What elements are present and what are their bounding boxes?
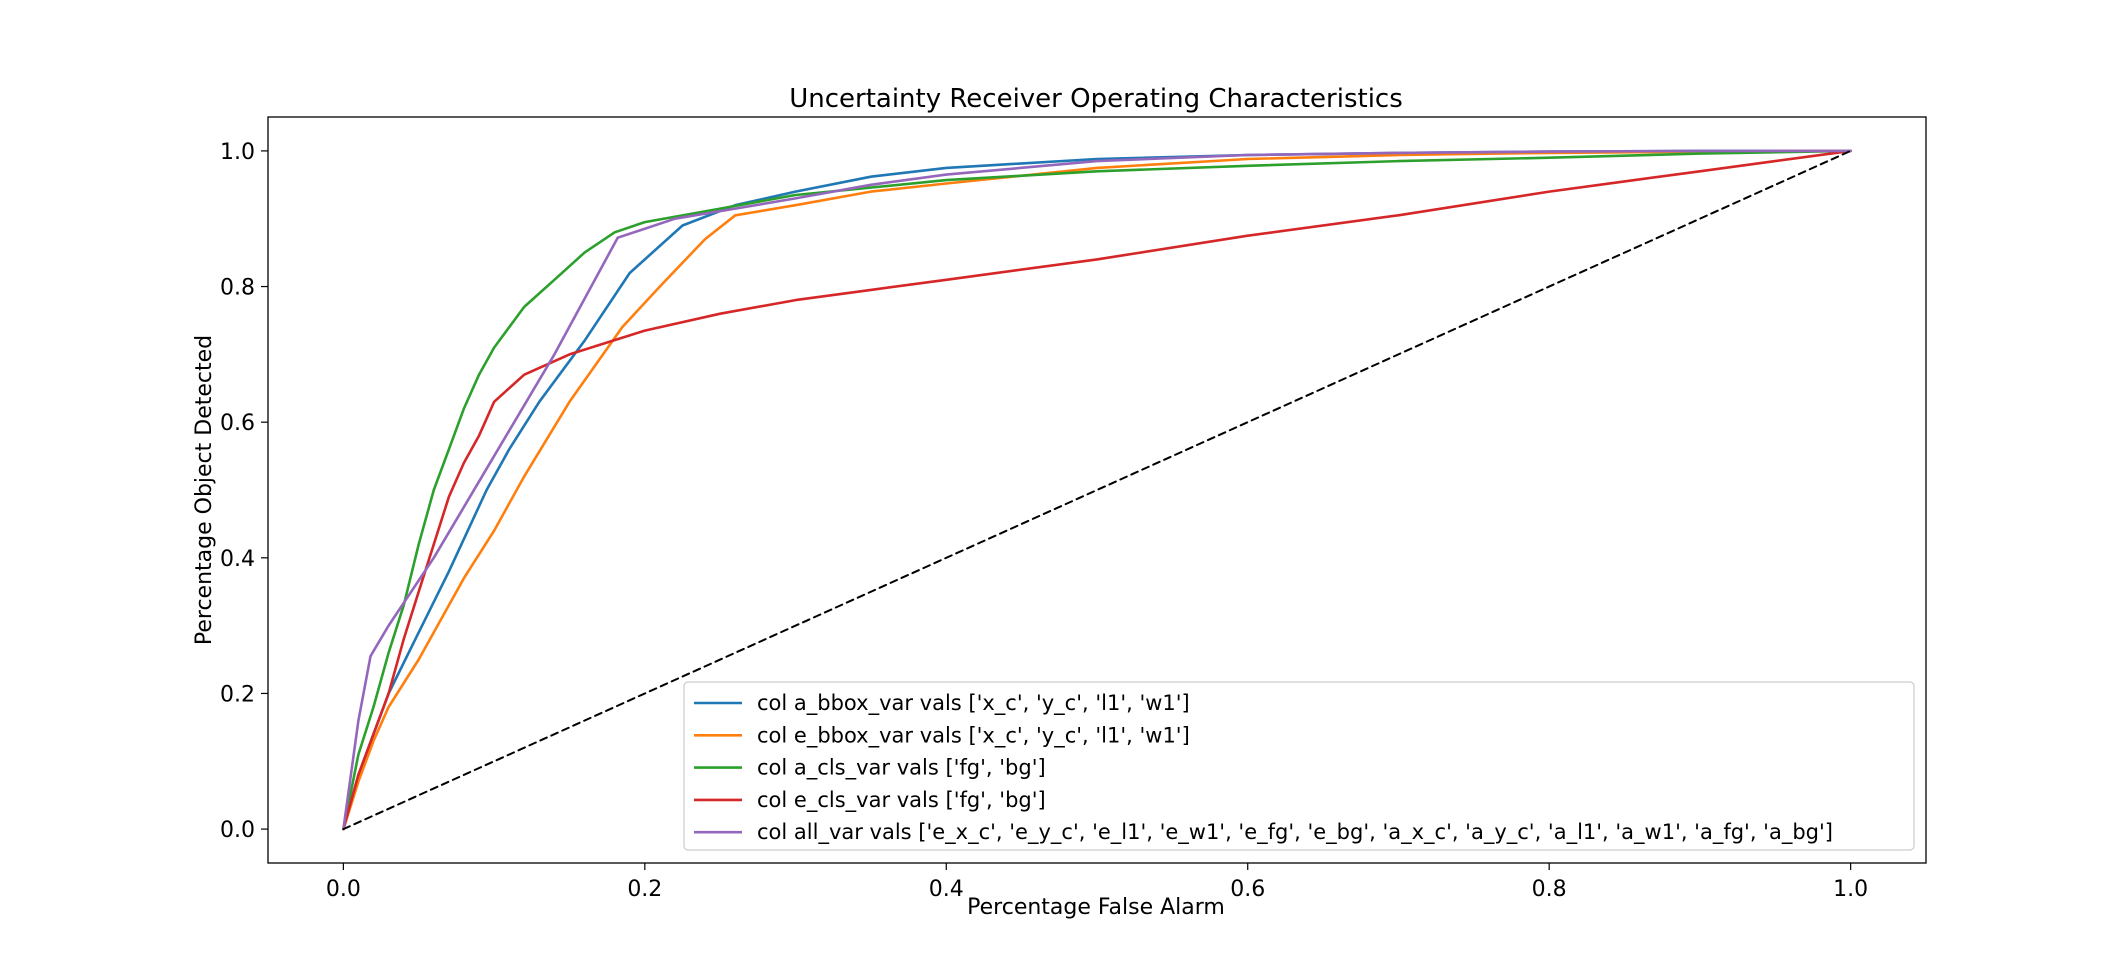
legend-label-3: col e_cls_var vals ['fg', 'bg']: [757, 788, 1046, 813]
series-line-2: [342, 149, 1852, 831]
series-line-3: [342, 149, 1852, 831]
x-tick-label: 0.4: [929, 877, 964, 902]
chart-title: Uncertainty Receiver Operating Character…: [789, 84, 1403, 114]
y-tick-label: 0.2: [220, 682, 255, 707]
plot-frame: [267, 116, 1927, 864]
x-tick-label: 0.2: [627, 877, 662, 902]
y-tick-label: 0.4: [220, 547, 255, 572]
x-axis: 0.0 0.2 0.4 0.6 0.8 1.0: [326, 863, 1868, 902]
y-tick-label: 0.6: [220, 411, 255, 436]
y-axis: 0.0 0.2 0.4 0.6 0.8 1.0: [220, 140, 268, 843]
y-tick-label: 0.8: [220, 276, 255, 301]
x-axis-label: Percentage False Alarm: [967, 895, 1225, 920]
legend-label-2: col a_cls_var vals ['fg', 'bg']: [757, 756, 1046, 781]
legend-box: [683, 681, 1915, 851]
x-tick-label: 0.8: [1532, 877, 1567, 902]
x-tick-label: 1.0: [1833, 877, 1868, 902]
y-tick-label: 1.0: [220, 140, 255, 165]
y-axis-label: Percentage Object Detected: [192, 335, 217, 645]
diagonal-reference-line: [342, 149, 1852, 831]
legend: col a_bbox_var vals ['x_c', 'y_c', 'l1',…: [683, 681, 1915, 851]
legend-label-1: col e_bbox_var vals ['x_c', 'y_c', 'l1',…: [757, 723, 1190, 748]
series-line-4: [342, 149, 1852, 831]
x-tick-label: 0.0: [326, 877, 361, 902]
y-tick-label: 0.0: [220, 818, 255, 843]
plot-area: [342, 149, 1852, 831]
legend-label-0: col a_bbox_var vals ['x_c', 'y_c', 'l1',…: [757, 691, 1190, 716]
x-tick-label: 0.6: [1230, 877, 1265, 902]
legend-label-4: col all_var vals ['e_x_c', 'e_y_c', 'e_l…: [757, 820, 1833, 845]
series-line-1: [342, 149, 1852, 831]
